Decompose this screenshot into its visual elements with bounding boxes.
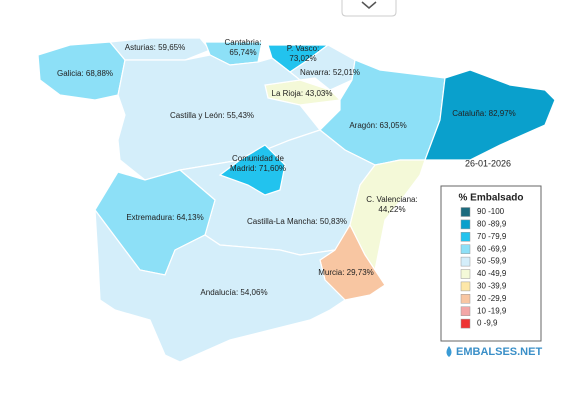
region bbox=[424, 69, 556, 161]
legend-label: 90 -100 bbox=[477, 207, 505, 216]
logo-text: EMBALSES.NET bbox=[456, 346, 542, 358]
legend-swatch bbox=[460, 269, 471, 279]
legend-swatch bbox=[460, 244, 471, 254]
region-label: La Rioja: 43,03% bbox=[272, 89, 333, 98]
logo: EMBALSES.NET bbox=[446, 346, 542, 358]
legend-label: 40 -49,9 bbox=[477, 269, 507, 278]
region-label: Castilla y León: 55,43% bbox=[170, 111, 254, 120]
region-label: 65,74% bbox=[229, 48, 256, 57]
region-label: Aragón: 63,05% bbox=[349, 121, 406, 130]
date: 26-01-2026 bbox=[465, 158, 511, 168]
region-label: C. Valenciana: bbox=[366, 195, 417, 204]
region bbox=[94, 208, 346, 363]
legend-swatch bbox=[460, 281, 471, 292]
legend-label: 10 -19,9 bbox=[477, 306, 507, 315]
legend-swatch bbox=[460, 306, 471, 316]
legend-swatch bbox=[460, 232, 471, 242]
region-label: Cantabria: bbox=[225, 38, 262, 47]
legend-swatch bbox=[460, 207, 471, 217]
drop-icon bbox=[446, 346, 452, 357]
legend-box bbox=[440, 185, 542, 342]
legend-label: 0 -9,9 bbox=[477, 319, 498, 328]
legend-swatch bbox=[460, 219, 471, 230]
legend-title: % Embalsado bbox=[458, 193, 523, 204]
region-label: Asturias: 59,65% bbox=[125, 43, 185, 52]
chevron-icon bbox=[361, 1, 377, 9]
region bbox=[218, 144, 286, 196]
legend-label: 50 -59,9 bbox=[477, 257, 507, 266]
legend-label: 30 -39,9 bbox=[477, 282, 507, 291]
region-label: Extremadura: 64,13% bbox=[126, 213, 203, 222]
legend-swatch bbox=[460, 318, 471, 329]
region-label: Castilla-La Mancha: 50,83% bbox=[247, 217, 347, 226]
region-label: 44,22% bbox=[378, 205, 405, 214]
legend-swatch bbox=[460, 256, 471, 267]
regions bbox=[37, 37, 556, 363]
region-label: Comunidad de bbox=[232, 154, 285, 163]
close-tab[interactable] bbox=[341, 0, 397, 17]
region-label: Navarra: 52,01% bbox=[300, 68, 360, 77]
legend: 90 -100 80 -89,9 70 -79,9 60 -69,9 50 -59,9 4… bbox=[460, 207, 507, 329]
region bbox=[117, 54, 322, 181]
region-labels: Galicia: 68,88% Asturias: 59,65% Cantabria… bbox=[57, 38, 516, 297]
region-label: Murcia: 29,73% bbox=[318, 268, 374, 277]
region bbox=[349, 159, 426, 272]
legend-label: 60 -69,9 bbox=[477, 244, 507, 253]
region-label: Galicia: 68,88% bbox=[57, 69, 113, 78]
region-label: Andalucía: 54,06% bbox=[200, 288, 267, 297]
legend-swatch bbox=[460, 294, 471, 304]
legend-label: 70 -79,9 bbox=[477, 232, 507, 241]
legend-label: 20 -29,9 bbox=[477, 294, 507, 303]
legend-label: 80 -89,9 bbox=[477, 220, 507, 229]
region-label: P. Vasco: bbox=[287, 44, 320, 53]
region-label: Cataluña: 82,97% bbox=[452, 109, 516, 118]
region-label: Madrid: 71,60% bbox=[230, 164, 286, 173]
region-label: 73,02% bbox=[289, 54, 316, 63]
